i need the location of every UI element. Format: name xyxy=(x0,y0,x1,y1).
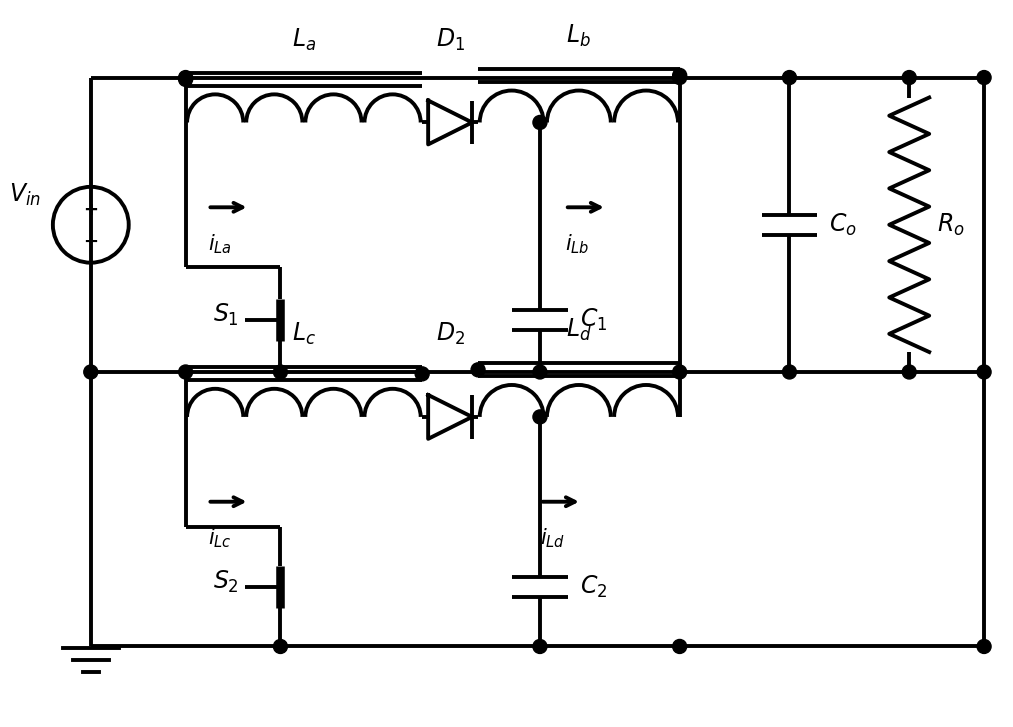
Circle shape xyxy=(673,68,687,82)
Circle shape xyxy=(471,363,485,377)
Text: $R_o$: $R_o$ xyxy=(937,212,965,238)
Circle shape xyxy=(903,71,916,84)
Circle shape xyxy=(978,71,991,84)
Text: $i_{Lb}$: $i_{Lb}$ xyxy=(565,232,590,256)
Text: $S_2$: $S_2$ xyxy=(213,569,238,595)
Circle shape xyxy=(533,116,547,129)
Circle shape xyxy=(533,365,547,379)
Text: $D_1$: $D_1$ xyxy=(436,27,465,53)
Circle shape xyxy=(673,640,687,654)
Text: $C_o$: $C_o$ xyxy=(830,212,857,238)
Circle shape xyxy=(903,365,916,379)
Circle shape xyxy=(415,367,430,381)
Text: $S_1$: $S_1$ xyxy=(213,302,238,328)
Text: $i_{Ld}$: $i_{Ld}$ xyxy=(540,526,565,550)
Circle shape xyxy=(978,640,991,654)
Circle shape xyxy=(178,71,192,84)
Text: +: + xyxy=(83,201,98,219)
Circle shape xyxy=(178,73,192,87)
Circle shape xyxy=(84,365,98,379)
Text: $D_2$: $D_2$ xyxy=(436,321,465,348)
Text: $i_{La}$: $i_{La}$ xyxy=(208,232,232,256)
Text: $L_a$: $L_a$ xyxy=(292,27,316,53)
Circle shape xyxy=(782,365,796,379)
Circle shape xyxy=(978,365,991,379)
Text: $L_b$: $L_b$ xyxy=(566,23,592,49)
Circle shape xyxy=(673,71,687,84)
Circle shape xyxy=(533,410,547,424)
Circle shape xyxy=(533,640,547,654)
Text: $V_{in}$: $V_{in}$ xyxy=(9,182,41,208)
Text: $i_{Lc}$: $i_{Lc}$ xyxy=(208,526,231,550)
Circle shape xyxy=(274,640,288,654)
Text: $C_2$: $C_2$ xyxy=(579,574,607,600)
Circle shape xyxy=(673,365,687,379)
Text: $L_d$: $L_d$ xyxy=(566,317,592,343)
Circle shape xyxy=(178,365,192,379)
Text: $L_c$: $L_c$ xyxy=(292,321,316,348)
Text: $C_1$: $C_1$ xyxy=(579,307,607,333)
Circle shape xyxy=(274,365,288,379)
Circle shape xyxy=(782,71,796,84)
Text: −: − xyxy=(83,233,98,251)
